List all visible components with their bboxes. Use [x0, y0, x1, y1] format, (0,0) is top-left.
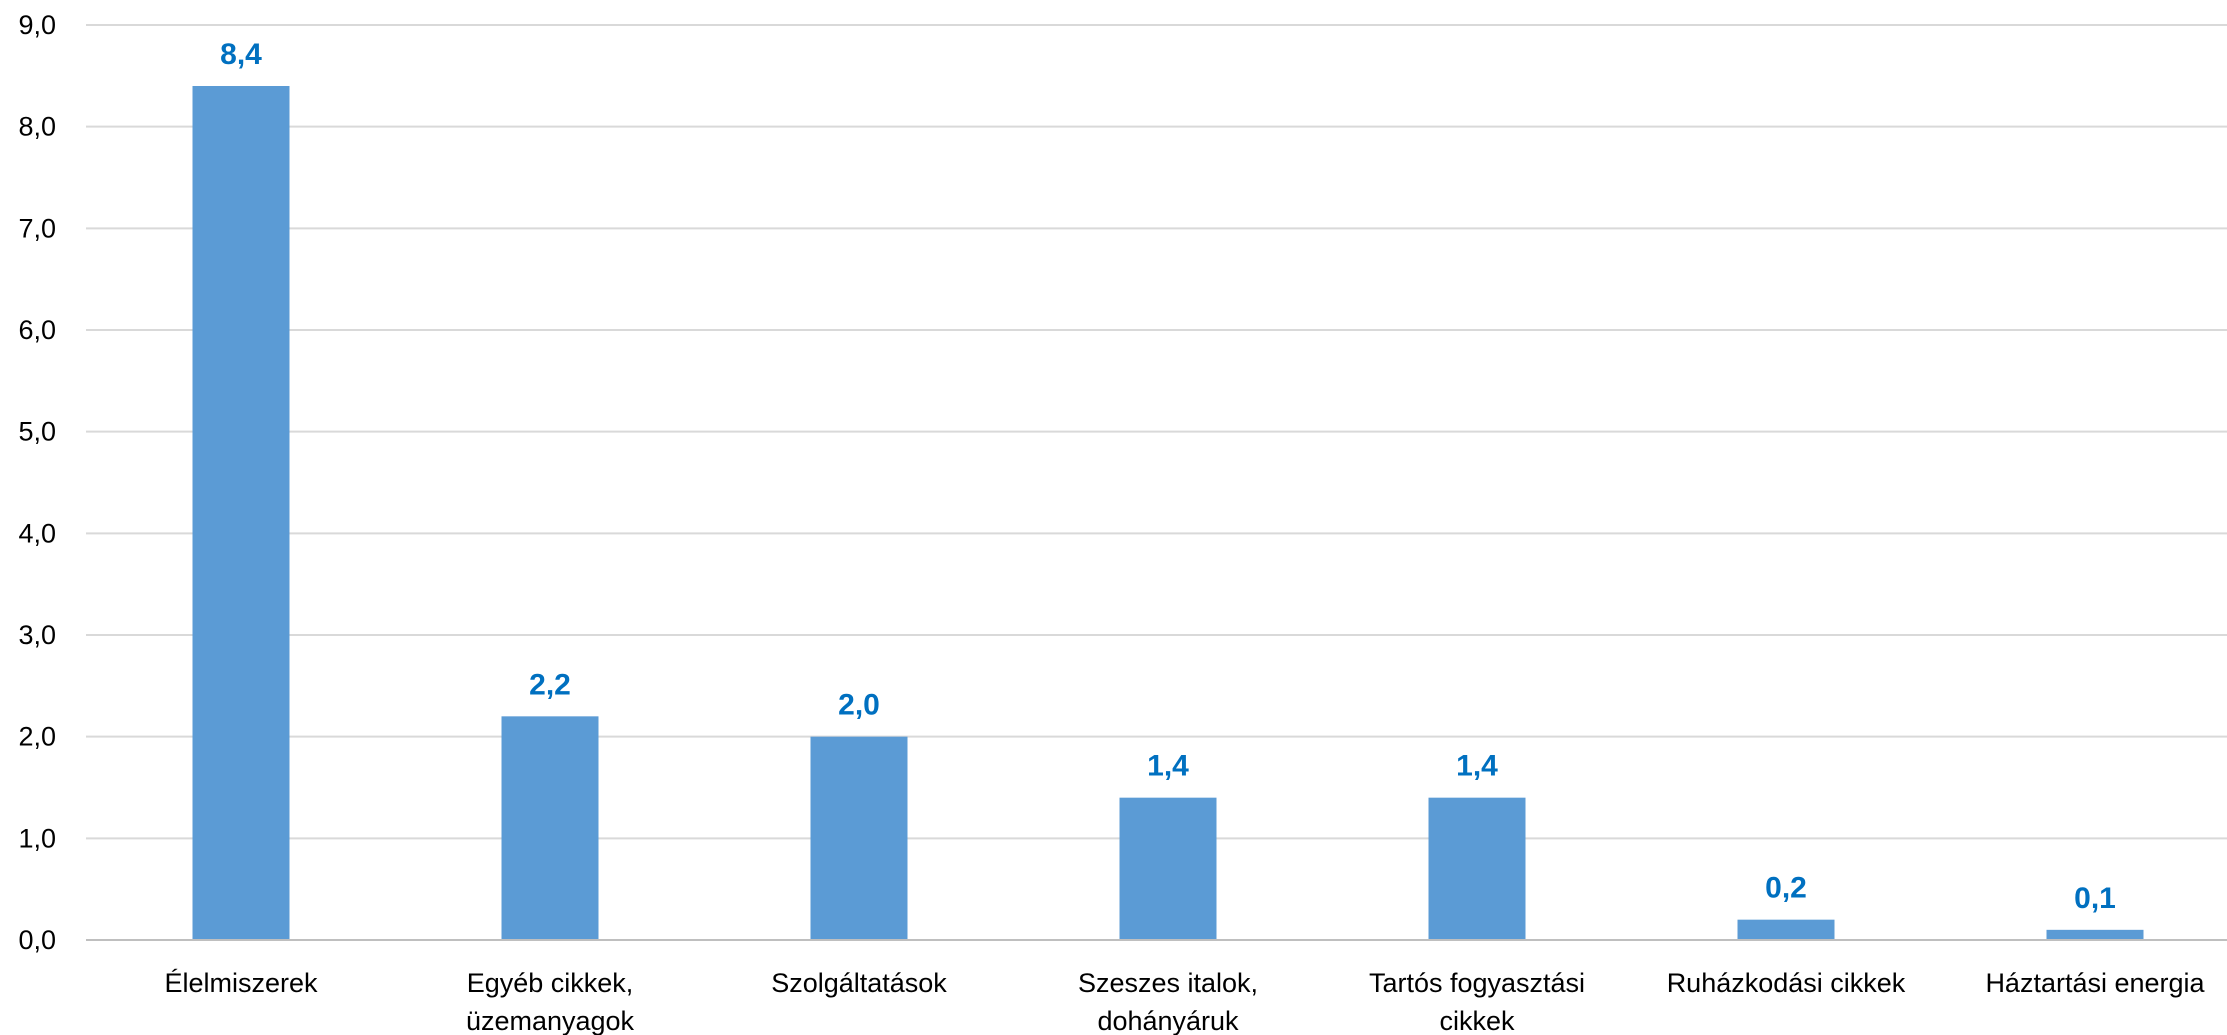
- x-category-label-line: Ruházkodási cikkek: [1667, 968, 1906, 998]
- bar: [810, 736, 908, 940]
- x-category-label-line: Tartós fogyasztási: [1369, 968, 1585, 998]
- y-tick-label: 5,0: [18, 417, 56, 447]
- y-tick-label: 6,0: [18, 315, 56, 345]
- y-tick-label: 2,0: [18, 722, 56, 752]
- bar: [2046, 929, 2144, 940]
- x-category-label: Szolgáltatások: [771, 968, 947, 998]
- x-category-label-line: cikkek: [1439, 1006, 1515, 1035]
- x-category-label-line: dohányáruk: [1097, 1006, 1239, 1035]
- y-tick-label: 9,0: [18, 10, 56, 40]
- bar: [1737, 919, 1835, 940]
- x-category-label: Élelmiszerek: [164, 968, 318, 998]
- data-label: 1,4: [1147, 750, 1189, 783]
- x-category-label-line: Egyéb cikkek,: [467, 968, 634, 998]
- y-tick-label: 8,0: [18, 112, 56, 142]
- data-label: 1,4: [1456, 750, 1498, 783]
- data-label: 2,0: [838, 689, 880, 722]
- bar: [501, 716, 599, 940]
- data-label: 8,4: [220, 38, 262, 71]
- bar: [192, 86, 290, 940]
- x-category-label: Ruházkodási cikkek: [1667, 968, 1906, 998]
- y-tick-label: 3,0: [18, 620, 56, 650]
- y-tick-label: 1,0: [18, 823, 56, 853]
- labels: 0,0 1,0 2,0 3,0 4,0 5,0 6,0 7,0 8,0 9,0 8,4 Élelmis…: [18, 10, 2205, 1035]
- x-category-label: Háztartási energia: [1985, 968, 2205, 998]
- y-tick-label: 4,0: [18, 518, 56, 548]
- data-label: 0,1: [2074, 882, 2116, 915]
- bar: [1119, 797, 1217, 940]
- data-label: 2,2: [529, 668, 571, 701]
- x-category-label-line: Háztartási energia: [1985, 968, 2205, 998]
- y-tick-label: 7,0: [18, 213, 56, 243]
- x-category-label: Szeszes italok, dohányáruk: [1078, 968, 1258, 1035]
- x-category-label-line: üzemanyagok: [466, 1006, 635, 1035]
- y-tick-label: 0,0: [18, 925, 56, 955]
- x-category-label-line: Szolgáltatások: [771, 968, 947, 998]
- grid-lines: [86, 24, 2227, 840]
- x-category-label: Tartós fogyasztási cikkek: [1369, 968, 1585, 1035]
- x-category-label-line: Élelmiszerek: [164, 968, 318, 998]
- data-label: 0,2: [1765, 872, 1807, 905]
- bar: [1428, 797, 1526, 940]
- x-category-label: Egyéb cikkek, üzemanyagok: [466, 968, 635, 1035]
- bars: [192, 86, 2144, 940]
- x-category-label-line: Szeszes italok,: [1078, 968, 1258, 998]
